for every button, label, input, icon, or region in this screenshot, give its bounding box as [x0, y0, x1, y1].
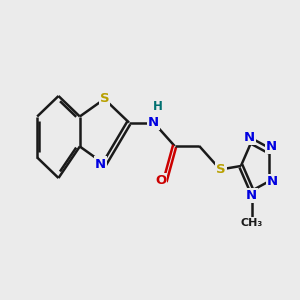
Text: N: N [266, 140, 277, 153]
Text: S: S [216, 163, 226, 176]
Text: S: S [100, 92, 109, 106]
Text: H: H [153, 100, 163, 113]
Text: N: N [95, 158, 106, 170]
Text: CH₃: CH₃ [241, 218, 263, 228]
Text: N: N [244, 131, 255, 144]
Text: N: N [148, 116, 159, 129]
Text: N: N [246, 189, 257, 202]
Text: O: O [155, 175, 166, 188]
Text: N: N [267, 175, 278, 188]
